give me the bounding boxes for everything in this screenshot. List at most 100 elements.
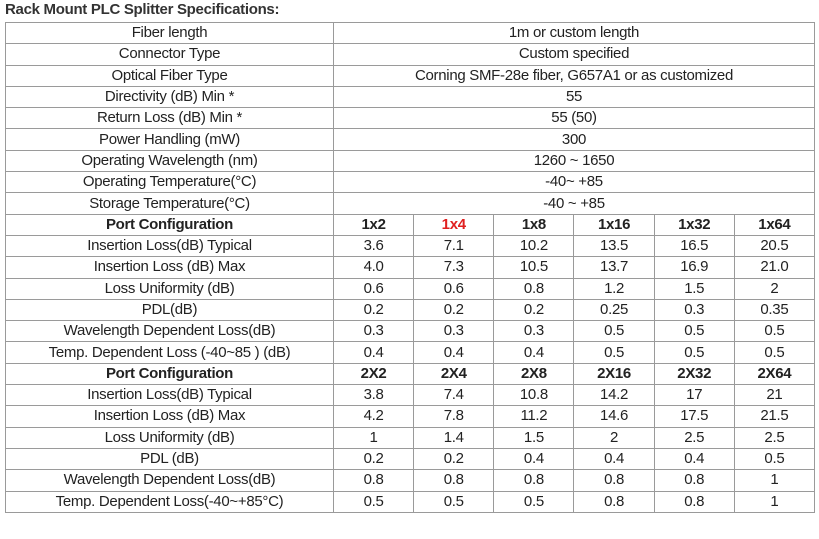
table-cell: 14.2: [573, 384, 655, 407]
port-config: 2X4: [413, 362, 495, 386]
table-row: Temp. Dependent Loss (-40~85 ) (dB) 0.4 0.…: [5, 341, 816, 364]
row-label: Wavelength Dependent Loss(dB): [5, 469, 334, 492]
table-row: Directivity (dB) Min * 55: [5, 85, 815, 109]
table-row: Insertion Loss(dB) Typical 3.6 7.1 10.2 13.5…: [5, 234, 816, 258]
table-cell: 0.8: [413, 469, 495, 492]
table-row: Wavelength Dependent Loss(dB) 0.3 0.3 0.3 0.…: [5, 320, 816, 343]
table-cell: 1: [332, 426, 415, 449]
port-config: 1x4: [413, 213, 495, 236]
row-label: PDL (dB): [5, 447, 334, 471]
table-cell: 20.5: [733, 234, 816, 258]
spec-value: 1m or custom length: [333, 21, 815, 45]
header-label: Port Configuration: [5, 362, 334, 386]
row-label: Insertion Loss (dB) Max: [5, 256, 334, 279]
spec-value: 55 (50): [333, 107, 815, 130]
table-cell: 0.6: [332, 277, 415, 300]
spec-label: Directivity (dB) Min *: [5, 85, 334, 109]
port-config: 1x8: [493, 213, 575, 236]
table-cell: 0.5: [573, 341, 655, 364]
row-label: Loss Uniformity (dB): [5, 426, 334, 449]
table-cell: 10.2: [493, 234, 575, 258]
table-cell: 0.3: [332, 320, 415, 343]
table-row: Insertion Loss (dB) Max 4.2 7.8 11.2 14.6 17.…: [5, 405, 816, 428]
table-cell: 0.5: [733, 447, 816, 471]
port-config: 2X16: [573, 362, 655, 386]
header-label: Port Configuration: [5, 213, 334, 236]
table-cell: 0.2: [332, 447, 415, 471]
table-cell: 10.8: [493, 384, 575, 407]
table-row: PDL (dB) 0.2 0.2 0.4 0.4 0.4 0.5: [5, 447, 816, 471]
table-cell: 2: [573, 426, 655, 449]
table-cell: 1.5: [653, 277, 735, 300]
table-cell: 0.3: [653, 298, 735, 322]
table-cell: 0.4: [653, 447, 735, 471]
table-cell: 0.2: [413, 298, 495, 322]
table-cell: 0.2: [332, 298, 415, 322]
table-cell: 0.4: [493, 341, 575, 364]
table-cell: 0.8: [493, 469, 575, 492]
table-cell: 0.5: [493, 490, 575, 513]
spec-table: Fiber length 1m or custom length Connector…: [5, 21, 816, 513]
port-config: 2X32: [653, 362, 735, 386]
table-cell: 4.0: [332, 256, 415, 279]
spec-label: Operating Wavelength (nm): [5, 149, 334, 173]
table-cell: 0.4: [493, 447, 575, 471]
table-cell: 3.8: [332, 384, 415, 407]
table-cell: 0.8: [573, 490, 655, 513]
spec-label: Power Handling (mW): [5, 128, 334, 151]
table-row: Wavelength Dependent Loss(dB) 0.8 0.8 0.8 0.…: [5, 469, 816, 492]
port-config: 2X2: [332, 362, 415, 386]
spec-value: Custom specified: [333, 43, 815, 66]
table-row: Operating Temperature(°C) -40~ +85: [5, 171, 815, 194]
spec-label: Operating Temperature(°C): [5, 171, 334, 194]
spec-value: 1260 ~ 1650: [333, 149, 815, 173]
table-cell: 0.5: [653, 320, 735, 343]
table-row: PDL(dB) 0.2 0.2 0.2 0.25 0.3 0.35: [5, 298, 816, 322]
table-cell: 0.4: [332, 341, 415, 364]
table-row: Storage Temperature(°C) -40 ~ +85: [5, 192, 815, 215]
table-cell: 0.2: [413, 447, 495, 471]
table-cell: 0.8: [332, 469, 415, 492]
table-cell: 0.8: [653, 469, 735, 492]
table-row: Fiber length 1m or custom length: [5, 21, 815, 45]
spec-value: -40 ~ +85: [333, 192, 815, 215]
spec-label: Storage Temperature(°C): [5, 192, 334, 215]
table-cell: 0.5: [733, 341, 816, 364]
table-cell: 7.3: [413, 256, 495, 279]
table-cell: 0.5: [653, 341, 735, 364]
table-cell: 1: [733, 469, 816, 492]
table-row: Power Handling (mW) 300: [5, 128, 815, 151]
table-row: Temp. Dependent Loss(-40~+85°C) 0.5 0.5 0.5…: [5, 490, 816, 513]
table-cell: 1.5: [493, 426, 575, 449]
table-cell: 7.1: [413, 234, 495, 258]
row-label: Wavelength Dependent Loss(dB): [5, 320, 334, 343]
port-config: 1x2: [332, 213, 415, 236]
table-row: Loss Uniformity (dB) 1 1.4 1.5 2 2.5 2.5: [5, 426, 816, 449]
table-row: Port Configuration 1x2 1x4 1x8 1x16 1x32 1x64: [5, 213, 816, 236]
port-config: 2X64: [733, 362, 816, 386]
port-config: 1x32: [653, 213, 735, 236]
row-label: Loss Uniformity (dB): [5, 277, 334, 300]
page-title: Rack Mount PLC Splitter Specifications:: [5, 1, 280, 18]
table-cell: 14.6: [573, 405, 655, 428]
table-cell: 0.5: [413, 490, 495, 513]
table-cell: 17.5: [653, 405, 735, 428]
table-cell: 1.2: [573, 277, 655, 300]
table-cell: 0.5: [332, 490, 415, 513]
table-cell: 4.2: [332, 405, 415, 428]
table-cell: 13.7: [573, 256, 655, 279]
table-cell: 17: [653, 384, 735, 407]
table-row: Optical Fiber Type Corning SMF-28e fiber,…: [5, 64, 815, 87]
table-cell: 0.5: [733, 320, 816, 343]
table-cell: 21.0: [733, 256, 816, 279]
row-label: Temp. Dependent Loss(-40~+85°C): [5, 490, 334, 513]
spec-value: 55: [333, 85, 815, 109]
table-cell: 0.6: [413, 277, 495, 300]
table-row: Insertion Loss(dB) Typical 3.8 7.4 10.8 14.2…: [5, 384, 816, 407]
spec-label: Connector Type: [5, 43, 334, 66]
table-row: Loss Uniformity (dB) 0.6 0.6 0.8 1.2 1.5 2: [5, 277, 816, 300]
table-row: Connector Type Custom specified: [5, 43, 815, 66]
table-cell: 0.3: [413, 320, 495, 343]
table-cell: 0.4: [413, 341, 495, 364]
